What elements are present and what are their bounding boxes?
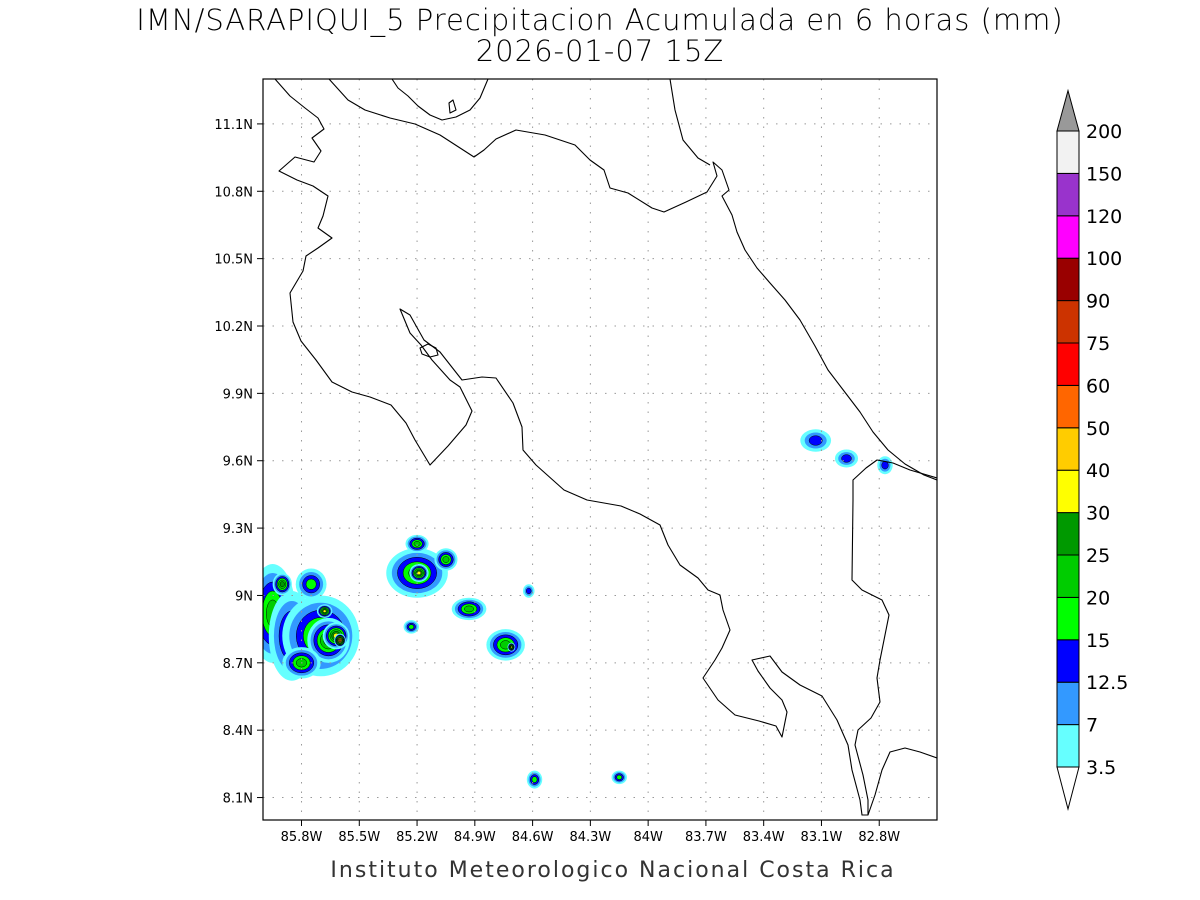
- lake-island: [448, 99, 457, 114]
- map-date: 2026-01-07 15Z: [476, 34, 725, 68]
- colorbar-label: 7: [1086, 715, 1098, 737]
- colorbar-swatch: [1056, 130, 1080, 174]
- precip-contour-15: [305, 578, 317, 590]
- northern-border: [669, 79, 711, 166]
- colorbar-upper-triangle: [1056, 88, 1080, 132]
- chiriqui-border: [867, 747, 937, 816]
- colorbar: 3.5 7 12.5 15 20 25 30 40 50 60 75 90 100 120 150 200: [1056, 88, 1128, 811]
- precip-contour-20: [464, 605, 475, 613]
- colorbar-label: 30: [1086, 503, 1110, 525]
- precip-contour-30: [510, 645, 513, 649]
- colorbar-label: 90: [1086, 291, 1110, 313]
- lon-tick-label: 83.7W: [685, 830, 727, 845]
- colorbar-label: 3.5: [1086, 757, 1116, 779]
- precip-contour-50: [338, 639, 342, 642]
- longitude-axis: 85.8W 85.5W 85.2W 84.9W 84.6W 84.3W 84W 83.7W 83…: [281, 820, 900, 845]
- colorbar-swatch: [1056, 639, 1080, 683]
- pacific-coastline: [274, 79, 937, 816]
- lon-tick-label: 85.8W: [281, 830, 323, 845]
- colorbar-swatch: [1056, 172, 1080, 217]
- lat-tick-label: 9.6N: [223, 455, 253, 470]
- colorbar-swatch: [1056, 342, 1080, 386]
- precip-contour-12-5: [526, 587, 532, 595]
- colorbar-label: 20: [1086, 587, 1110, 609]
- colorbar-swatch: [1056, 384, 1080, 429]
- precip-contour-15: [408, 624, 415, 630]
- map-frame: [262, 78, 938, 821]
- lat-tick-label: 10.2N: [214, 320, 253, 335]
- lat-tick-label: 8.4N: [223, 724, 253, 739]
- precip-contour-12-5: [808, 435, 823, 446]
- precip-contour-12-5: [841, 454, 852, 463]
- colorbar-label: 120: [1086, 206, 1122, 228]
- colorbar-swatch: [1056, 469, 1080, 514]
- precip-contour-30: [416, 570, 422, 576]
- colorbar-label: 60: [1086, 375, 1110, 397]
- map-plot-background: [263, 79, 937, 820]
- colorbar-label: 200: [1086, 121, 1122, 143]
- map-title: IMN/SARAPIQUI_5 Precipitacion Acumulada …: [136, 3, 1063, 38]
- map-grid: [263, 79, 937, 820]
- colorbar-label: 75: [1086, 333, 1110, 355]
- colorbar-label: 25: [1086, 545, 1110, 567]
- lon-tick-label: 84.6W: [512, 830, 554, 845]
- lat-tick-label: 11.1N: [214, 118, 253, 133]
- precip-contour-25: [279, 581, 285, 588]
- coastline-layer: [274, 79, 937, 816]
- colorbar-swatch: [1056, 257, 1080, 302]
- colorbar-swatch: [1056, 681, 1080, 726]
- lat-tick-label: 9N: [235, 589, 253, 604]
- colorbar-swatch: [1056, 554, 1080, 598]
- lat-tick-label: 9.9N: [223, 387, 253, 402]
- lon-tick-label: 84.3W: [569, 830, 611, 845]
- colorbar-label: 50: [1086, 418, 1110, 440]
- lon-tick-label: 85.2W: [396, 830, 438, 845]
- caribbean-coastline: [328, 79, 937, 481]
- precip-contour-20: [442, 556, 450, 563]
- precip-contour-30: [322, 609, 327, 613]
- colorbar-label: 15: [1086, 630, 1110, 652]
- lon-tick-label: 84.9W: [454, 830, 496, 845]
- latitude-axis: 11.1N 10.8N 10.5N 10.2N 9.9N 9.6N 9.3N 9N 8.7N 8.…: [214, 118, 263, 807]
- lon-tick-label: 83.1W: [801, 830, 843, 845]
- lat-tick-label: 8.7N: [223, 657, 253, 672]
- lon-tick-label: 84W: [633, 830, 663, 845]
- colorbar-lower-triangle: [1056, 766, 1080, 811]
- footer-credit: Instituto Meteorologico Nacional Costa R…: [330, 858, 895, 883]
- lon-tick-label: 85.5W: [338, 830, 380, 845]
- precip-contour-15: [616, 774, 623, 780]
- precip-contour-15: [531, 776, 538, 783]
- lat-tick-label: 8.1N: [223, 792, 253, 807]
- colorbar-swatch: [1056, 596, 1080, 641]
- colorbar-swatch: [1056, 300, 1080, 344]
- colorbar-swatch: [1056, 724, 1080, 768]
- colorbar-label: 40: [1086, 460, 1110, 482]
- lon-tick-label: 83.4W: [743, 830, 785, 845]
- colorbar-label: 12.5: [1086, 672, 1128, 694]
- lat-tick-label: 10.5N: [214, 253, 253, 268]
- chira-island: [419, 343, 439, 358]
- lon-tick-label: 82.8W: [858, 830, 900, 845]
- lat-tick-label: 10.8N: [214, 185, 253, 200]
- precip-contour-12-5: [881, 461, 889, 470]
- colorbar-label: 150: [1086, 163, 1122, 185]
- colorbar-label: 100: [1086, 248, 1122, 270]
- nicaragua-lake-shore: [391, 79, 489, 121]
- precip-contour-20: [413, 541, 421, 547]
- lat-tick-label: 9.3N: [223, 522, 253, 537]
- colorbar-swatch: [1056, 427, 1080, 471]
- colorbar-swatch: [1056, 215, 1080, 259]
- colorbar-swatch: [1056, 512, 1080, 556]
